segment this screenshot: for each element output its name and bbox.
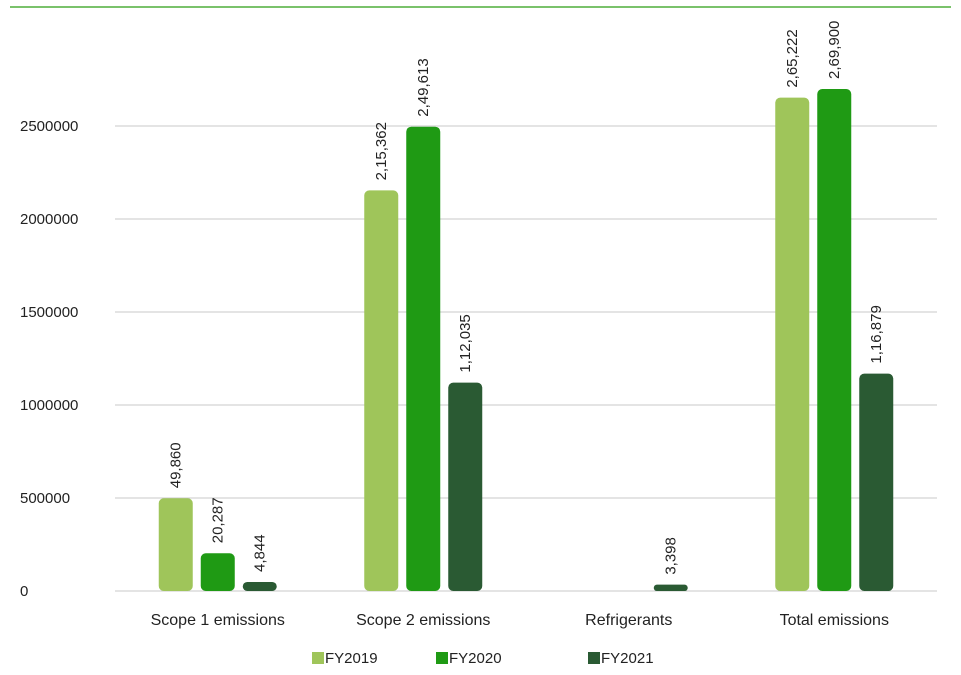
category-label: Total emissions — [780, 612, 889, 629]
bar-fy2021 — [859, 373, 894, 591]
bar-fy2019 — [364, 190, 399, 591]
data-label: 1,16,879 — [868, 305, 885, 363]
y-tick-label: 0 — [20, 583, 28, 600]
data-label: 20,287 — [210, 497, 227, 543]
y-axis-ticks: 0 500000 1000000 1500000 2000000 2500000 — [20, 118, 78, 600]
y-tick-label: 1000000 — [20, 397, 78, 414]
y-tick-label: 2500000 — [20, 118, 78, 135]
data-label: 4,844 — [252, 534, 269, 572]
y-tick-label: 500000 — [20, 490, 70, 507]
legend-swatch — [436, 652, 448, 664]
bars — [158, 88, 894, 592]
bar-fy2021 — [448, 382, 483, 591]
legend: FY2019 FY2020 FY2021 — [312, 650, 654, 667]
data-labels: 49,860 20,287 4,844 2,15,362 2,49,613 1,12,03… — [168, 21, 886, 575]
category-label: Refrigerants — [585, 612, 672, 629]
bar-fy2019 — [158, 498, 193, 591]
data-label: 2,69,900 — [826, 21, 843, 79]
legend-swatch — [588, 652, 600, 664]
x-axis-categories: Scope 1 emissions Scope 2 emissions Refrig… — [151, 612, 889, 629]
data-label: 49,860 — [168, 442, 185, 488]
legend-swatch — [312, 652, 324, 664]
category-label: Scope 2 emissions — [356, 612, 490, 629]
bar-fy2020 — [406, 126, 441, 591]
bar-fy2020 — [200, 553, 235, 591]
bar-fy2019 — [775, 97, 810, 592]
bar-fy2021 — [653, 584, 688, 591]
legend-label: FY2020 — [449, 650, 502, 667]
y-tick-label: 1500000 — [20, 304, 78, 321]
data-label: 2,65,222 — [784, 29, 801, 87]
data-label: 2,15,362 — [373, 122, 390, 180]
bar-fy2021 — [242, 581, 277, 591]
category-label: Scope 1 emissions — [151, 612, 285, 629]
legend-label: FY2019 — [325, 650, 378, 667]
data-label: 2,49,613 — [415, 58, 432, 116]
legend-label: FY2021 — [601, 650, 654, 667]
gridlines — [115, 125, 937, 592]
y-tick-label: 2000000 — [20, 211, 78, 228]
data-label: 1,12,035 — [457, 314, 474, 372]
data-label: 3,398 — [663, 537, 680, 575]
bar-fy2020 — [817, 88, 852, 592]
